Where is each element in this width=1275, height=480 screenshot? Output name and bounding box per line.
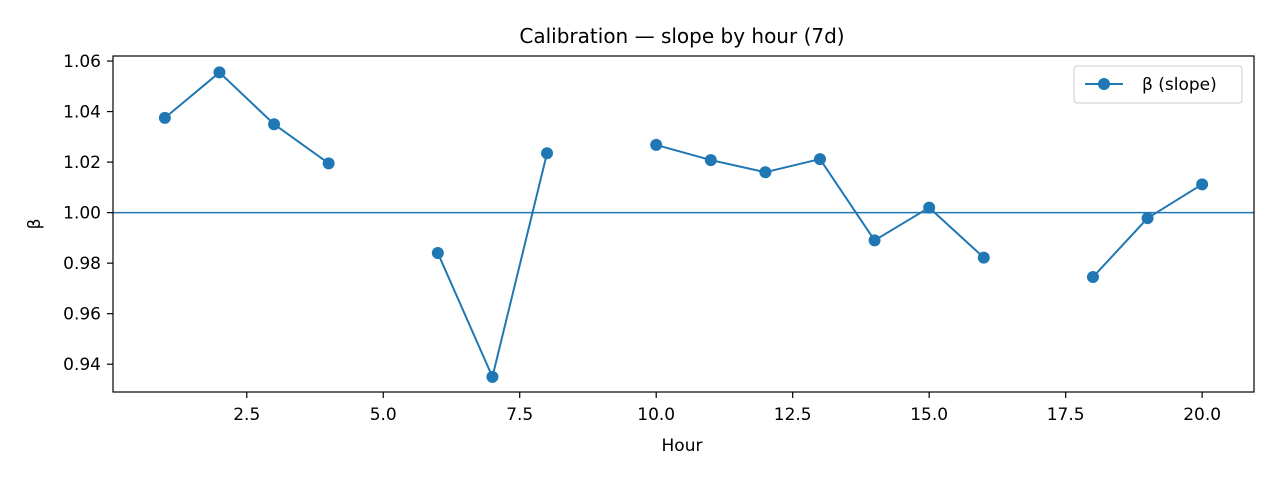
x-tick-label: 20.0 [1183,405,1221,425]
x-tick-label: 5.0 [370,405,397,425]
data-point [923,201,936,214]
data-point [1141,212,1154,225]
data-point [868,234,881,247]
y-tick-label: 1.00 [63,204,101,224]
y-tick-label: 0.98 [63,254,101,274]
plot-area: 2.5 5.0 7.5 10.0 12.5 15.0 17.5 20.0 0.94 0.96 0.9… [63,52,1255,425]
data-point [268,118,281,131]
x-tick-label: 12.5 [774,405,812,425]
y-tick-label: 1.04 [63,103,101,123]
data-point [158,111,171,124]
series-line-segment [436,153,548,378]
data-point [1086,271,1099,284]
y-tick-label: 1.06 [63,52,101,72]
data-point [813,153,826,166]
data-point [213,66,226,79]
legend-marker-sample [1098,78,1110,90]
data-point [704,154,717,167]
x-axis-label: Hour [662,436,703,456]
chart-title: Calibration — slope by hour (7d) [519,24,844,48]
data-point [541,147,554,160]
x-tick-label: 10.0 [637,405,675,425]
y-axis-label: β [25,219,45,230]
y-tick-label: 0.94 [63,355,101,375]
x-tick-label: 15.0 [910,405,948,425]
y-tick-label: 0.96 [63,305,101,325]
data-point [322,157,335,170]
x-tick-label: 2.5 [233,405,260,425]
x-tick-label: 7.5 [506,405,533,425]
legend: β (slope) [1073,65,1243,104]
series-line-segment [164,71,330,165]
data-point [431,247,444,260]
legend-label: β (slope) [1142,75,1217,95]
y-tick-label: 1.02 [63,153,101,173]
data-point [650,138,663,151]
x-tick-label: 17.5 [1047,405,1085,425]
data-point [1196,178,1209,191]
data-point [486,370,499,383]
series-line-segment [1092,183,1203,278]
data-point [977,251,990,264]
data-point [759,166,772,179]
legend-box [1073,65,1243,104]
plot-frame [112,55,1255,393]
